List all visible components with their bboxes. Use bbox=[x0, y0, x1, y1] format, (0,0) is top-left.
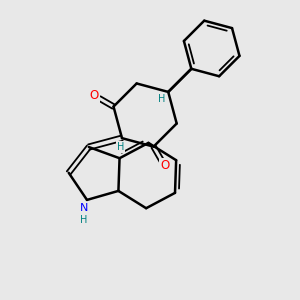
Text: H: H bbox=[158, 94, 165, 103]
Text: O: O bbox=[160, 159, 169, 172]
Text: O: O bbox=[90, 89, 99, 102]
Text: H: H bbox=[80, 214, 88, 225]
Text: H: H bbox=[117, 142, 124, 152]
Text: N: N bbox=[80, 203, 88, 213]
